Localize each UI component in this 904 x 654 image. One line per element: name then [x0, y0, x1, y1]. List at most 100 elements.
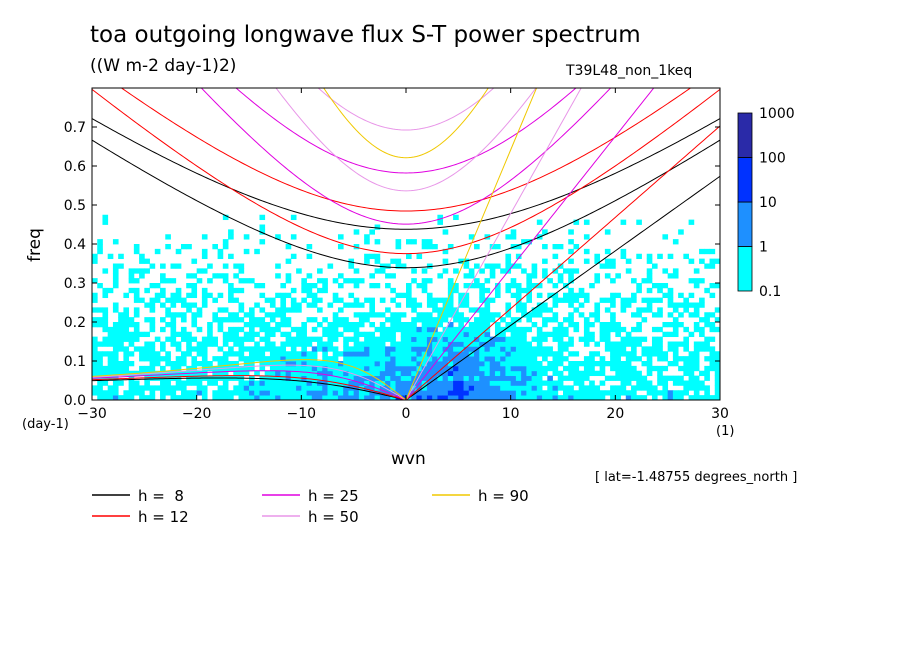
- heatmap-cell: [563, 365, 569, 372]
- heatmap-cell: [542, 336, 548, 342]
- heatmap-cell: [594, 258, 601, 264]
- heatmap-cell: [615, 390, 621, 396]
- heatmap-cell: [714, 395, 720, 400]
- heatmap-cell: [620, 302, 627, 308]
- heatmap-cell: [557, 331, 564, 338]
- heatmap-cell: [557, 375, 564, 381]
- heatmap-cell: [437, 361, 444, 367]
- heatmap-cell: [594, 385, 601, 391]
- heatmap-cell: [568, 278, 574, 284]
- chart-title: toa outgoing longwave flux S-T power spe…: [90, 22, 641, 48]
- heatmap-cell: [97, 322, 103, 328]
- heatmap-cell: [207, 278, 213, 284]
- heatmap-cell: [165, 297, 171, 303]
- heatmap-cell: [615, 385, 621, 391]
- heatmap-cell: [484, 370, 491, 377]
- heatmap-cell: [400, 292, 407, 299]
- heatmap-cell: [374, 380, 381, 386]
- heatmap-cell: [180, 361, 187, 367]
- heatmap-cell: [479, 307, 485, 313]
- heatmap-cell: [92, 341, 98, 347]
- heatmap-cell: [463, 273, 470, 279]
- heatmap-cell: [552, 380, 559, 386]
- heatmap-cell: [620, 219, 627, 225]
- heatmap-cell: [416, 312, 423, 318]
- heatmap-cell: [484, 351, 491, 357]
- heatmap-cell: [222, 341, 229, 347]
- heatmap-cell: [332, 356, 339, 362]
- heatmap-cell: [521, 307, 527, 313]
- heatmap-cell: [353, 375, 360, 381]
- heatmap-cell: [583, 326, 590, 333]
- heatmap-cell: [385, 273, 391, 279]
- heatmap-cell: [610, 317, 616, 323]
- heatmap-cell: [672, 390, 679, 396]
- heatmap-cell: [175, 395, 182, 400]
- heatmap-cell: [243, 278, 250, 284]
- heatmap-cell: [526, 341, 532, 347]
- heatmap-cell: [369, 253, 375, 260]
- heatmap-cell: [353, 283, 360, 289]
- heatmap-cell: [343, 370, 349, 377]
- heatmap-cell: [97, 341, 103, 347]
- heatmap-cell: [264, 370, 271, 377]
- heatmap-cell: [494, 351, 501, 357]
- heatmap-cell: [515, 302, 522, 308]
- heatmap-cell: [447, 385, 454, 391]
- heatmap-cell: [327, 331, 334, 338]
- heatmap-cell: [385, 395, 391, 400]
- heatmap-cell: [468, 268, 475, 274]
- heatmap-cell: [337, 273, 344, 279]
- heatmap-cell: [395, 351, 402, 357]
- heatmap-cell: [390, 385, 396, 391]
- heatmap-cell: [285, 370, 292, 377]
- ig-curve-n2: [92, 118, 720, 230]
- heatmap-cell: [264, 326, 271, 333]
- heatmap-cell: [269, 361, 276, 367]
- heatmap-cell: [196, 390, 203, 396]
- heatmap-cell: [557, 341, 564, 347]
- heatmap-cell: [531, 268, 538, 274]
- heatmap-cell: [453, 361, 459, 367]
- heatmap-cell: [332, 375, 339, 381]
- heatmap-cell: [395, 365, 402, 372]
- heatmap-cell: [275, 380, 281, 386]
- heatmap-cell: [107, 356, 114, 362]
- heatmap-cell: [311, 346, 318, 352]
- heatmap-cell: [447, 307, 454, 313]
- heatmap-cell: [139, 258, 145, 264]
- heatmap-cell: [275, 365, 281, 372]
- heatmap-cell: [683, 356, 689, 362]
- heatmap-cell: [463, 326, 470, 333]
- heatmap-cell: [285, 278, 292, 284]
- heatmap-cell: [657, 380, 663, 386]
- heatmap-cell: [102, 341, 109, 347]
- heatmap-cell: [557, 278, 564, 284]
- heatmap-cell: [406, 297, 412, 303]
- heatmap-cell: [249, 307, 255, 313]
- heatmap-cell: [500, 336, 506, 342]
- heatmap-cell: [186, 336, 192, 342]
- heatmap-cell: [657, 336, 663, 342]
- heatmap-cell: [175, 248, 182, 255]
- heatmap-cell: [563, 341, 569, 347]
- heatmap-cell: [92, 297, 98, 303]
- heatmap-cell: [92, 292, 98, 299]
- heatmap-cell: [458, 317, 464, 323]
- heatmap-cell: [400, 351, 407, 357]
- heatmap-cell: [249, 331, 255, 338]
- heatmap-cell: [447, 380, 454, 386]
- heatmap-cell: [123, 307, 130, 313]
- heatmap-cell: [118, 341, 124, 347]
- heatmap-cell: [385, 331, 391, 338]
- heatmap-cell: [222, 317, 229, 323]
- heatmap-cell: [139, 346, 145, 352]
- heatmap-cell: [406, 336, 412, 342]
- heatmap-cell: [154, 292, 161, 299]
- heatmap-cell: [583, 219, 590, 225]
- heatmap-cell: [285, 351, 292, 357]
- heatmap-cell: [531, 283, 538, 289]
- colorbar-label: 10: [759, 195, 777, 211]
- heatmap-cell: [327, 370, 334, 377]
- heatmap-cell: [175, 297, 182, 303]
